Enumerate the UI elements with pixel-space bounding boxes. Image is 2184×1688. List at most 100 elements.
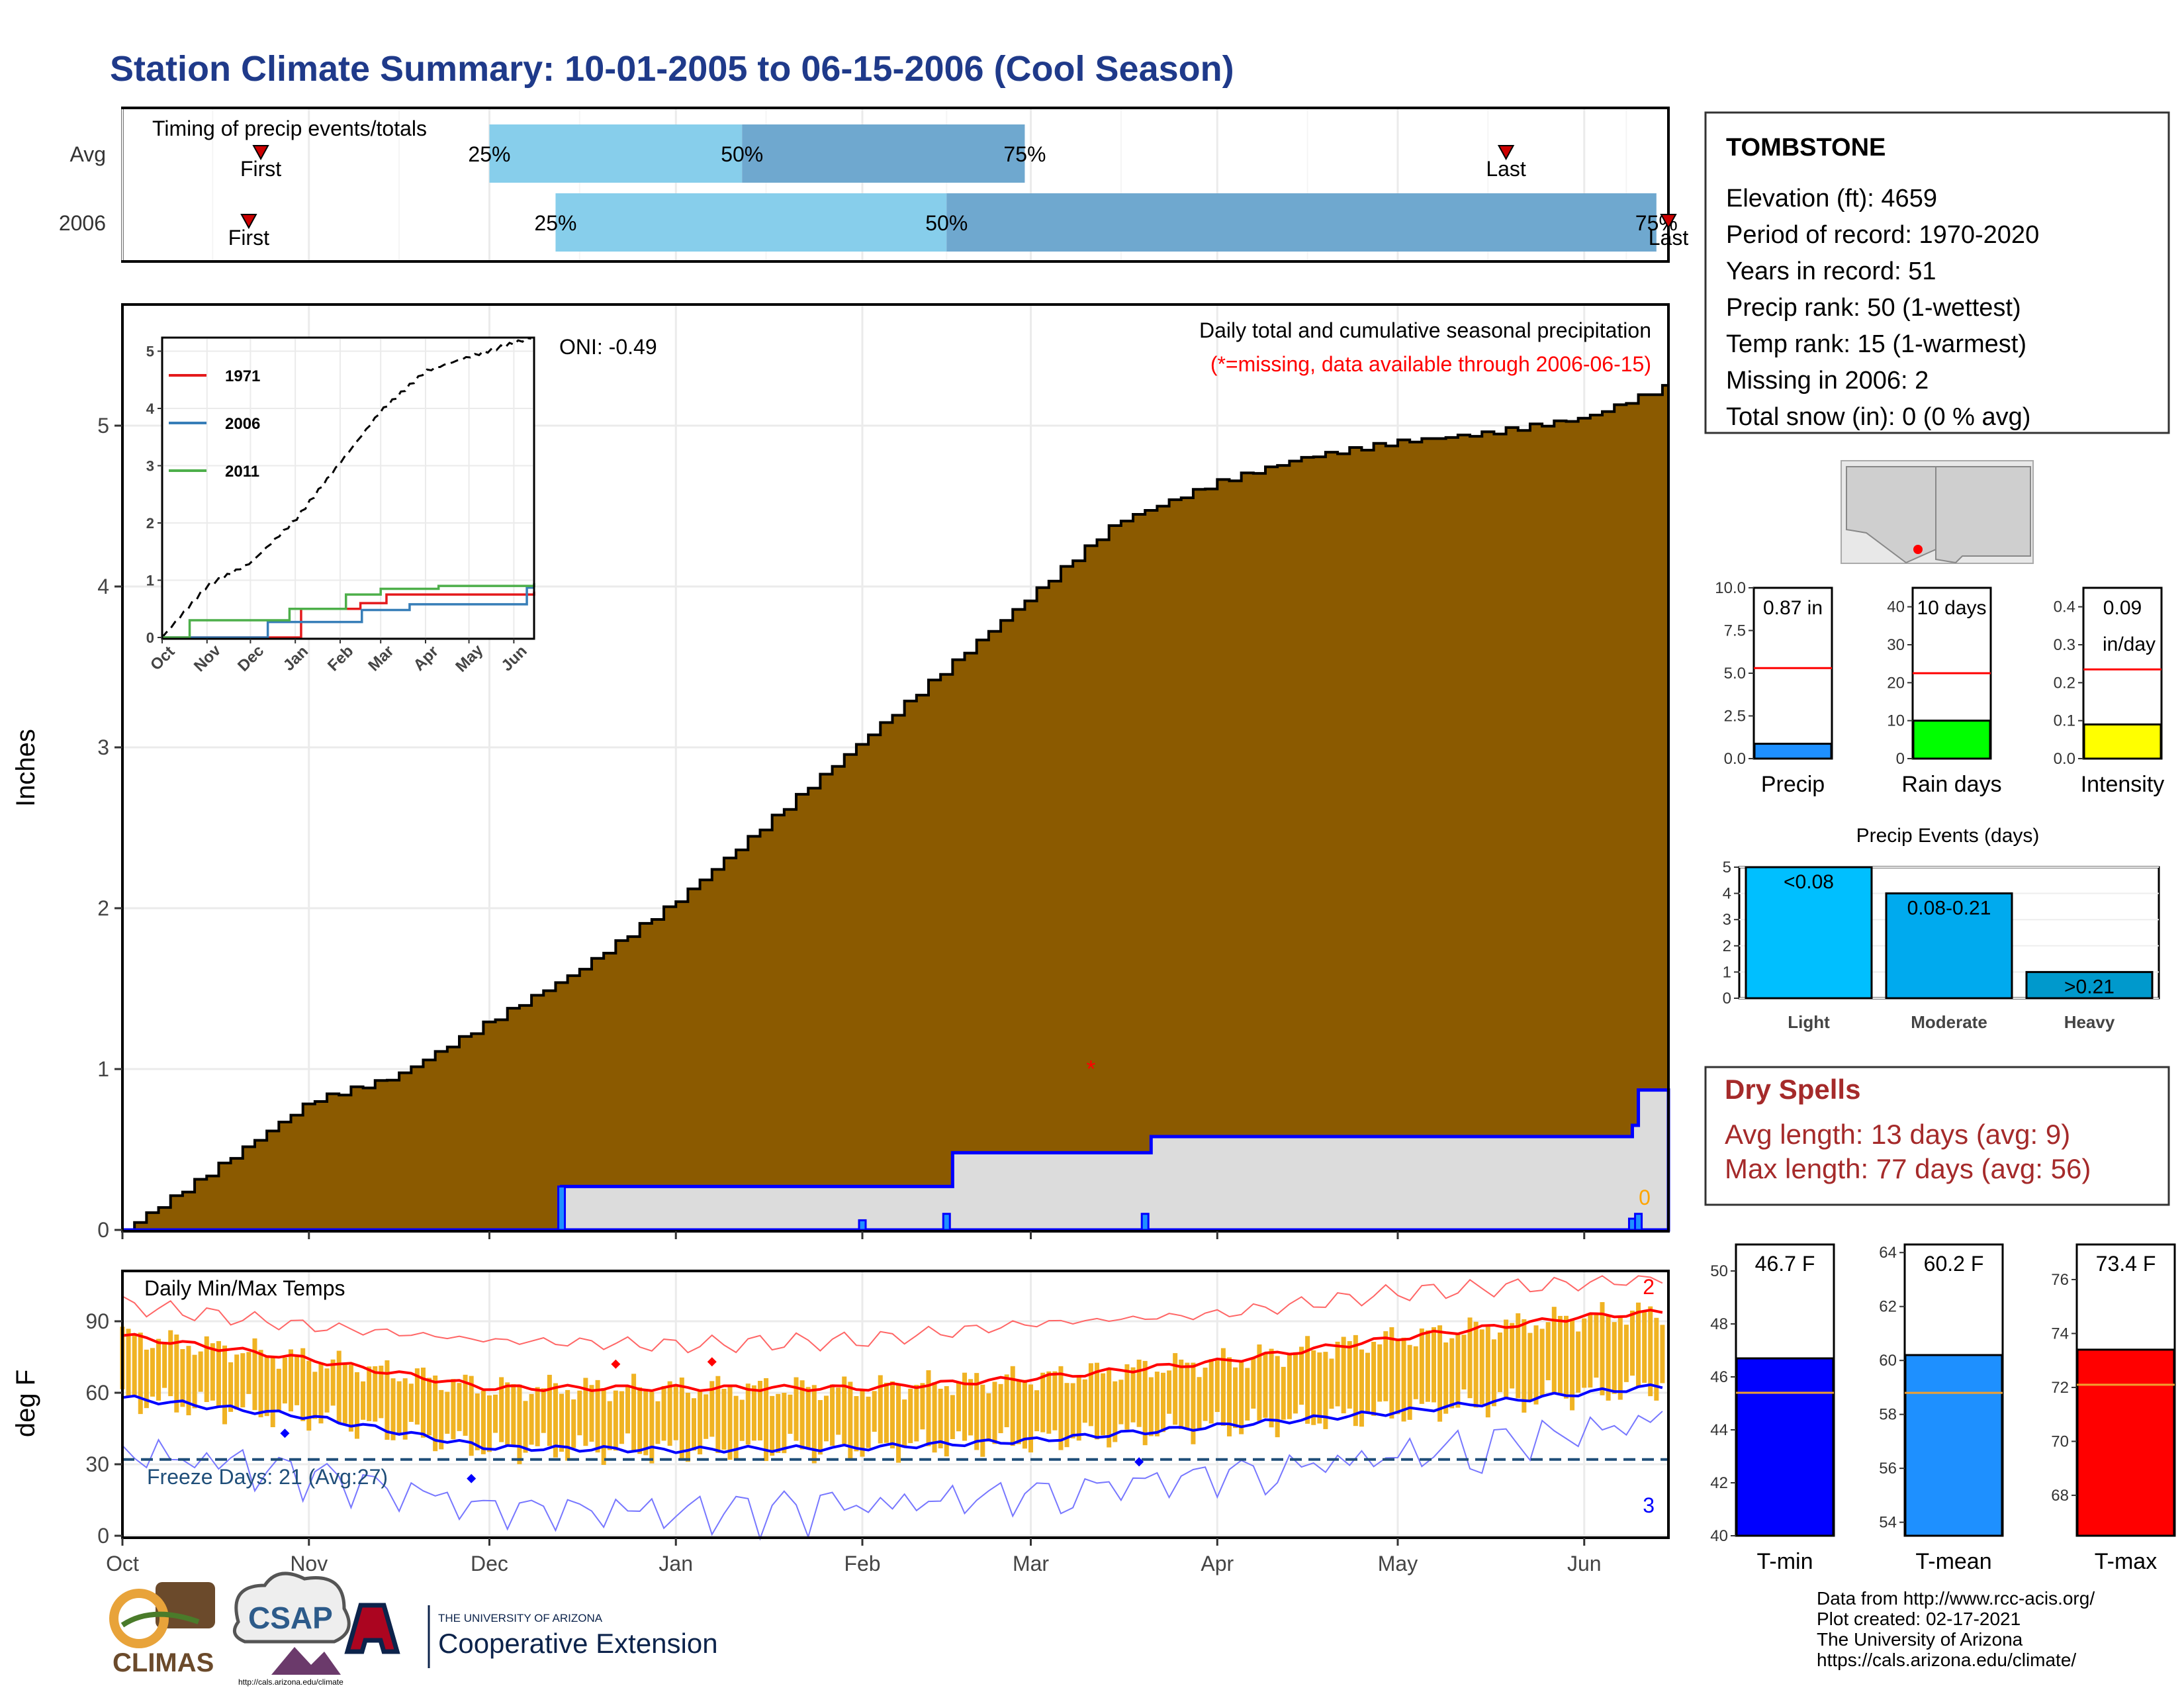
daily-temp-bar — [637, 1387, 643, 1454]
daily-temp-bar — [1648, 1306, 1653, 1397]
daily-temp-bar — [823, 1395, 829, 1442]
daily-temp-bar — [439, 1389, 444, 1450]
daily-temp-bar — [625, 1385, 631, 1434]
temp-bar-tick-label: 74 — [2051, 1325, 2069, 1342]
daily-temp-bar — [1413, 1346, 1418, 1399]
daily-temp-bar — [144, 1349, 149, 1409]
inset-frame — [161, 336, 535, 640]
daily-temp-bar — [998, 1383, 1003, 1434]
daily-temp-bar — [1118, 1380, 1124, 1425]
daily-temp-bar — [1407, 1344, 1412, 1420]
daily-temp-bar — [1088, 1363, 1093, 1427]
events-y-tick-label: 2 — [1723, 937, 1731, 955]
daily-temp-bar — [1654, 1317, 1659, 1401]
inset-legend: 1971 2006 2011 — [169, 367, 260, 481]
daily-temp-bar — [1473, 1321, 1479, 1408]
mini-bar-tick-label: 7.5 — [1724, 622, 1746, 640]
mini-bar-label: Intensity — [2081, 772, 2165, 797]
daily-temp-bar — [1395, 1340, 1400, 1415]
daily-temp-bar — [1299, 1346, 1304, 1405]
temp-bar-value — [2076, 1348, 2175, 1537]
daily-temp-bar — [1064, 1383, 1069, 1448]
station-name: TOMBSTONE — [1726, 134, 1886, 162]
daily-temp-bar — [480, 1390, 486, 1454]
daily-temp-bar — [228, 1362, 234, 1412]
daily-temp-bar — [1040, 1372, 1046, 1432]
daily-temp-bar — [295, 1354, 300, 1405]
temp-x-tick-label: Nov — [290, 1552, 328, 1575]
daily-temp-bar — [1539, 1329, 1545, 1395]
daily-temp-bar — [1028, 1384, 1034, 1453]
temp-y-tick-label: 90 — [85, 1309, 109, 1333]
daily-precip-bar — [942, 1213, 951, 1231]
credits: Data from http://www.rcc-acis.org/ Plot … — [1817, 1588, 2095, 1670]
timing-p50-label: 50% — [721, 142, 763, 166]
daily-temp-bar — [1275, 1356, 1280, 1438]
temp-bar-value-label: 46.7 F — [1755, 1252, 1815, 1276]
record-low-marker-icon — [280, 1429, 290, 1438]
daily-temp-bar — [547, 1374, 552, 1446]
daily-temp-bar — [493, 1394, 498, 1433]
daily-temp-bar — [1455, 1334, 1461, 1408]
inset-y-tick-label: 5 — [146, 344, 154, 360]
mini-bar-value — [2083, 723, 2162, 760]
station-detail-line: Period of record: 1970-2020 — [1726, 221, 2039, 249]
daily-temp-bar — [186, 1346, 191, 1416]
daily-temp-bar — [180, 1349, 185, 1407]
daily-temp-bar — [1594, 1313, 1599, 1378]
daily-temp-bar — [318, 1364, 324, 1424]
avg-tmax-line — [122, 1308, 1663, 1392]
daily-temp-bar — [1437, 1325, 1443, 1422]
precip-y-axis: 0 1 2 3 4 5 — [97, 414, 1586, 1242]
daily-temp-bar — [1425, 1330, 1430, 1402]
csap-logo-text: CSAP — [248, 1601, 333, 1635]
last-event-marker-icon — [1660, 214, 1677, 230]
daily-temp-bar — [595, 1380, 600, 1453]
temp-bar-tick-label: 46 — [1710, 1368, 1728, 1386]
daily-temp-bar — [1545, 1322, 1551, 1381]
daily-precip-bar — [1634, 1213, 1643, 1231]
events-bar-label: <0.08 — [1784, 871, 1834, 893]
precip-y-tick-label: 1 — [97, 1057, 109, 1081]
daily-temp-bar — [559, 1393, 565, 1452]
daily-temp-bar — [1461, 1335, 1467, 1389]
events-y-tick-label: 0 — [1723, 990, 1731, 1008]
daily-temp-bar — [698, 1389, 703, 1455]
inset-lines — [161, 337, 535, 639]
daily-temp-bar — [210, 1343, 215, 1401]
daily-temp-bar — [962, 1372, 968, 1441]
daily-temp-bar — [1107, 1370, 1112, 1448]
timing-bar-25-50 — [489, 124, 743, 183]
daily-temp-bar — [1046, 1371, 1052, 1434]
daily-temp-bar — [1148, 1377, 1154, 1436]
station-detail-line: Total snow (in): 0 (0 % avg) — [1726, 403, 2030, 431]
daily-temp-bar — [126, 1329, 131, 1397]
temp-bar-tick-label: 58 — [1879, 1406, 1897, 1424]
ua-logo-top: THE UNIVERSITY OF ARIZONA — [438, 1612, 603, 1624]
inset-legend-label: 2006 — [225, 415, 260, 433]
daily-temp-bar — [1101, 1373, 1106, 1436]
daily-temp-bar — [842, 1376, 847, 1444]
daily-temp-bar — [667, 1381, 672, 1446]
temp-x-tick-label: Dec — [471, 1552, 508, 1575]
mini-bar-tick-label: 40 — [1887, 598, 1905, 616]
daily-temp-bar — [1004, 1374, 1009, 1428]
temp-y-tick-label: 30 — [85, 1452, 109, 1476]
map-region-newmexico — [1935, 466, 2031, 564]
temp-bar-value-label: 60.2 F — [1924, 1252, 1984, 1276]
daily-temp-bar — [475, 1393, 480, 1450]
daily-temp-bar — [1516, 1313, 1521, 1399]
daily-temp-bar — [889, 1381, 895, 1449]
temp-bar-tick-label: 56 — [1879, 1460, 1897, 1477]
daily-temp-bar — [848, 1382, 853, 1460]
daily-temp-bar — [1510, 1323, 1515, 1389]
daily-temp-bar — [872, 1391, 877, 1432]
station-location-dot — [1913, 545, 1923, 554]
dry-spells-avg: Avg length: 13 days (avg: 9) — [1725, 1119, 2070, 1150]
daily-temp-bar — [408, 1383, 414, 1422]
daily-temp-bar — [204, 1336, 209, 1402]
last-event-label: Last — [1649, 226, 1689, 250]
temp-x-tick-label: Feb — [844, 1552, 880, 1575]
daily-temp-bar — [1612, 1322, 1617, 1394]
station-detail-line: Elevation (ft): 4659 — [1726, 185, 1937, 212]
